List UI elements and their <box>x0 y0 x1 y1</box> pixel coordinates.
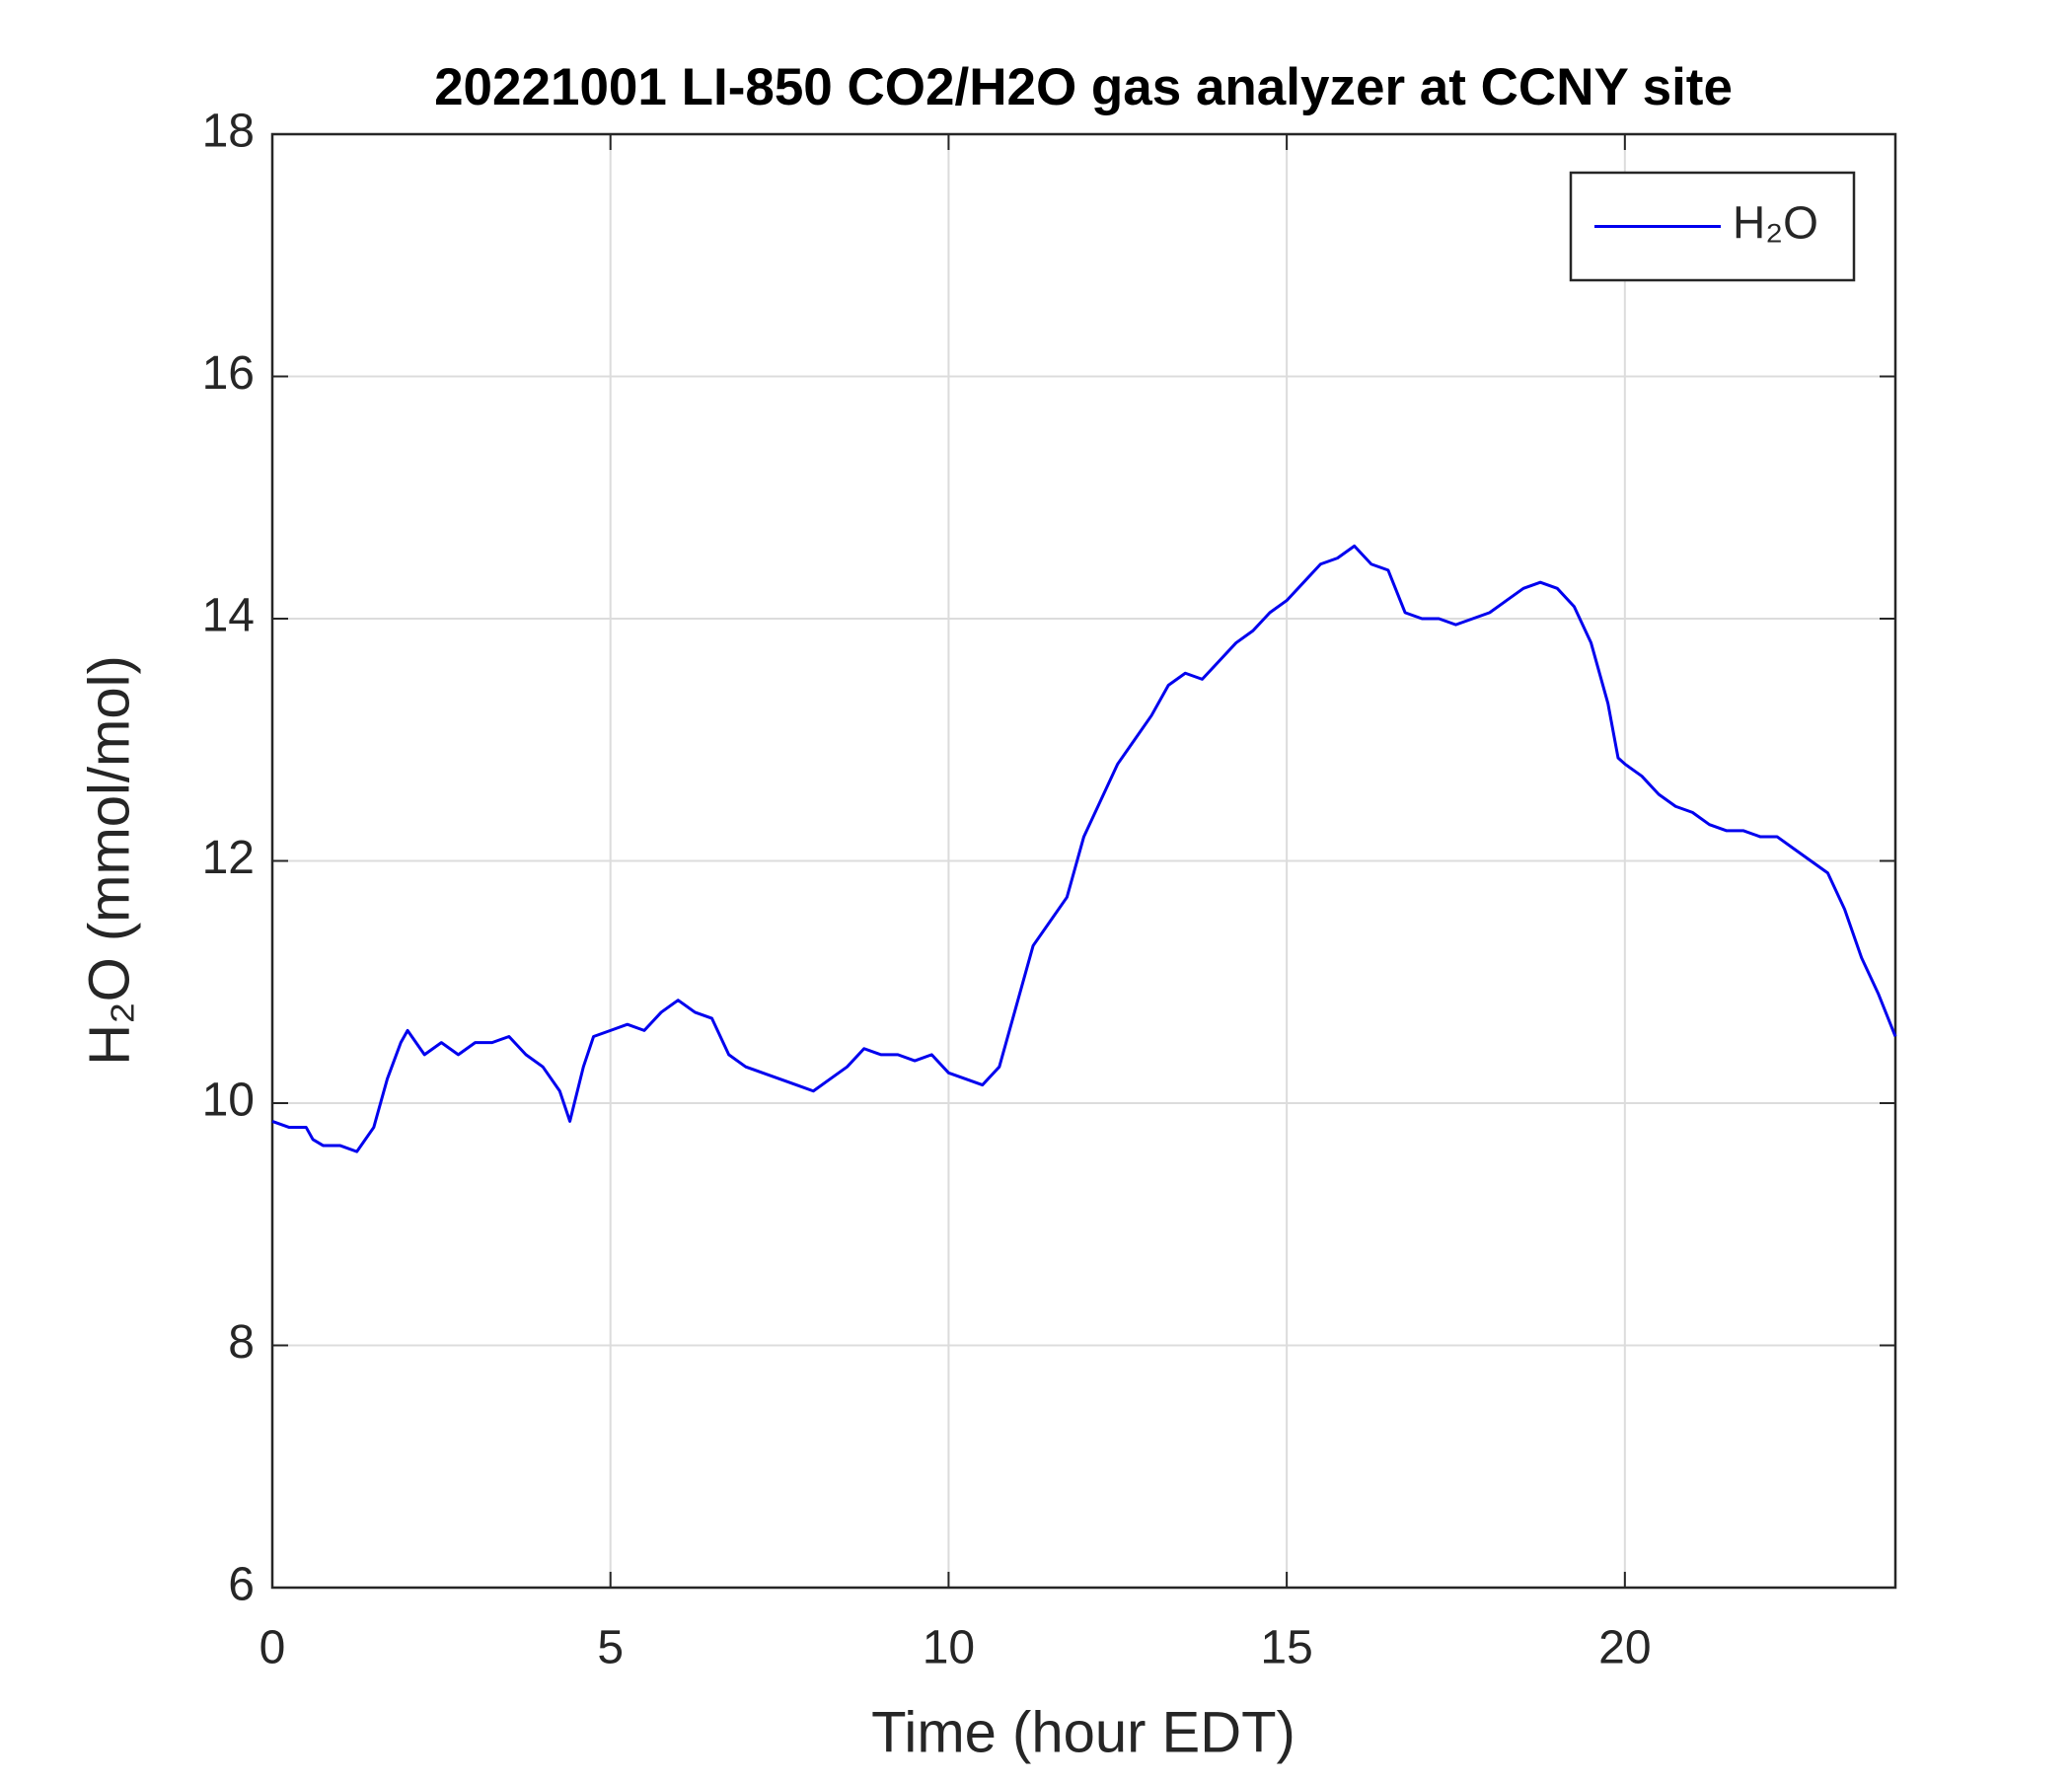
y-axis-label: H₂O (mmol/mol) <box>77 655 141 1066</box>
chart-title: 20221001 LI-850 CO2/H2O gas analyzer at … <box>434 58 1733 116</box>
x-tick-label: 15 <box>1260 1622 1312 1674</box>
data-line <box>271 544 1897 1153</box>
plot-frame <box>270 132 1897 1590</box>
x-tick-label: 10 <box>923 1622 975 1674</box>
y-tick-label: 8 <box>228 1316 255 1369</box>
y-tick-label: 6 <box>228 1559 255 1611</box>
x-tick-label: 20 <box>1598 1622 1651 1674</box>
x-tick-label: 0 <box>259 1622 286 1674</box>
y-tick-label: 10 <box>202 1075 255 1127</box>
legend-label: H₂O <box>1733 197 1818 249</box>
x-tick-label: 5 <box>597 1622 624 1674</box>
y-tick-label: 14 <box>202 590 255 642</box>
y-tick-label: 18 <box>202 106 255 158</box>
x-axis-label: Time (hour EDT) <box>871 1700 1295 1764</box>
y-tick-label: 12 <box>202 832 255 884</box>
y-tick-label: 16 <box>202 347 255 400</box>
